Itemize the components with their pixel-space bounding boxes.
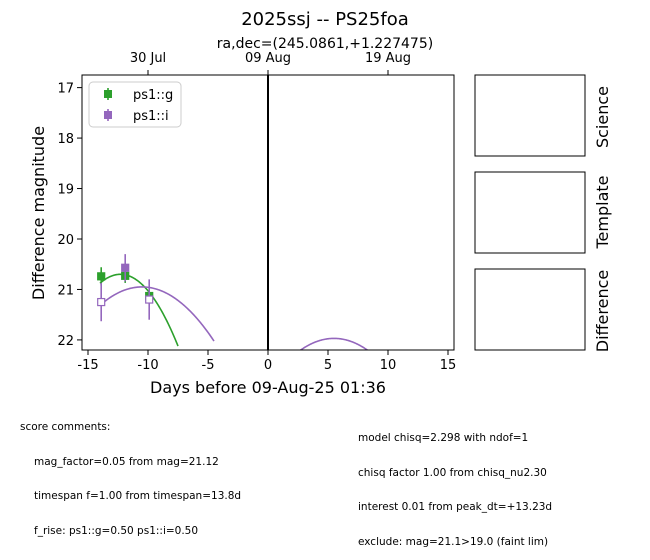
y-tick-label: 19	[57, 183, 74, 198]
science-label: Science	[593, 86, 612, 148]
score-comment-line: mag_factor=0.05 from mag=21.12	[34, 455, 219, 468]
y-tick-label: 17	[57, 82, 74, 97]
ps1-i-model-curve	[299, 337, 369, 350]
legend-entry-ps1-i: ps1::i	[104, 109, 169, 124]
model-comment-line: interest 0.01 from peak_dt=+13.23d	[358, 501, 553, 513]
x-tick-label: -15	[77, 358, 98, 373]
legend-entry-ps1-g: ps1::g	[104, 88, 173, 103]
x-tick-label: 0	[264, 358, 272, 373]
point-marker	[97, 297, 106, 307]
ps1-i-data-point	[121, 254, 130, 282]
top-tick-label: 19 Aug	[365, 51, 411, 66]
ps1-i-model-curve	[99, 286, 215, 342]
template-image-frame	[474, 171, 586, 254]
ps1-g-model-curve	[99, 273, 179, 347]
model-comment-line: chisq factor 1.00 from chisq_nu2.30	[358, 466, 547, 479]
point-marker	[97, 272, 106, 281]
model-comments: model chisq=2.298 with ndof=1 chisq fact…	[358, 410, 552, 560]
top-tick-label: 09 Aug	[245, 51, 291, 66]
x-tick-label: -10	[137, 358, 158, 373]
x-tick-label: 5	[324, 358, 332, 373]
legend-label: ps1::i	[133, 109, 169, 124]
model-comment-line: model chisq=2.298 with ndof=1	[358, 432, 529, 444]
difference-image-frame	[474, 268, 586, 351]
x-tick-label: -5	[202, 358, 215, 373]
science-panel: Science	[474, 74, 612, 157]
model-comment-line: exclude: mag=21.1>19.0 (faint lim)	[358, 535, 549, 548]
ps1-i-data-point	[145, 279, 154, 320]
y-axis-label: Difference magnitude	[29, 126, 48, 300]
ps1-i-data-point	[97, 282, 106, 322]
score-comment-line: timespan f=1.00 from timespan=13.8d	[34, 490, 242, 502]
legend-label: ps1::g	[133, 88, 173, 103]
y-tick-label: 21	[57, 283, 74, 298]
point-marker	[121, 263, 130, 272]
template-panel: Template	[474, 171, 612, 254]
top-tick-label: 30 Jul	[130, 51, 166, 66]
x-tick-label: 15	[440, 358, 457, 373]
legend-marker	[104, 111, 112, 119]
x-tick-label: 10	[380, 358, 397, 373]
difference-label: Difference	[593, 270, 612, 352]
point-marker	[145, 295, 154, 304]
plot-area: -15 -10 -5 0 5 10 15 17 18 19 20 21 22 30 Jul 09 Aug…	[57, 51, 456, 373]
chart-subtitle: ra,dec=(245.0861,+1.227475)	[217, 36, 433, 52]
legend-marker	[104, 90, 112, 98]
score-comments: score comments: mag_factor=0.05 from mag…	[20, 399, 241, 549]
score-comments-header: score comments:	[20, 421, 111, 433]
score-comment-line: f_rise: ps1::g=0.50 ps1::i=0.50	[34, 524, 199, 537]
template-label: Template	[593, 175, 612, 249]
chart-title: 2025ssj -- PS25foa	[241, 9, 409, 30]
y-tick-label: 18	[57, 132, 74, 147]
light-curve-figure: 2025ssj -- PS25foa ra,dec=(245.0861,+1.2…	[29, 9, 612, 397]
y-tick-label: 20	[57, 233, 74, 248]
x-axis-label: Days before 09-Aug-25 01:36	[150, 378, 386, 397]
science-image-frame	[474, 74, 586, 157]
y-tick-label: 22	[57, 334, 74, 349]
difference-panel: Difference	[474, 268, 612, 352]
ps1-g-data-point	[97, 267, 106, 286]
